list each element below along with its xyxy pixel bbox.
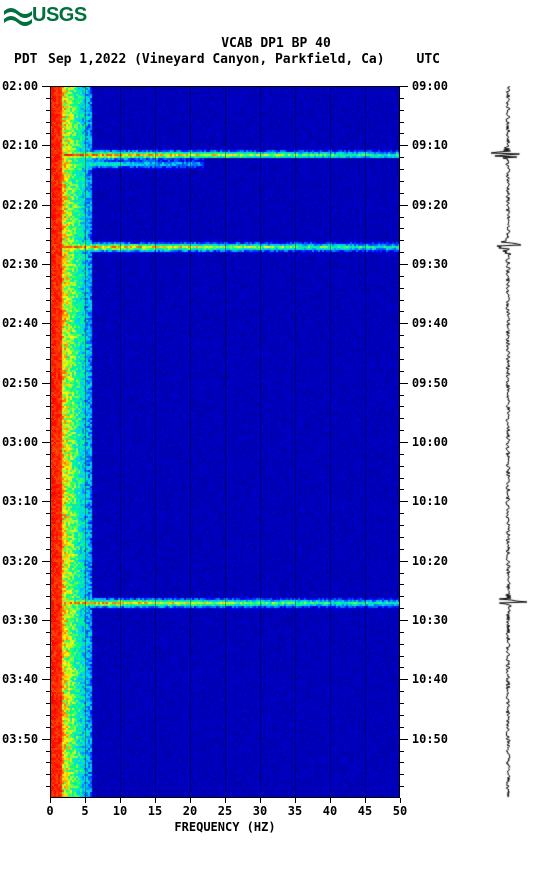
utc-label: UTC bbox=[417, 52, 440, 67]
y-tick-left: 03:40 bbox=[2, 672, 38, 686]
y-tick-left: 02:10 bbox=[2, 138, 38, 152]
pdt-label: PDT bbox=[14, 52, 37, 67]
y-tick-right: 10:00 bbox=[412, 435, 448, 449]
y-tick-left: 02:40 bbox=[2, 316, 38, 330]
y-tick-left: 03:30 bbox=[2, 613, 38, 627]
y-tick-right: 09:50 bbox=[412, 376, 448, 390]
wave-icon bbox=[4, 5, 32, 27]
y-tick-right: 09:00 bbox=[412, 79, 448, 93]
y-tick-right: 10:10 bbox=[412, 494, 448, 508]
y-tick-left: 03:00 bbox=[2, 435, 38, 449]
y-tick-right: 10:50 bbox=[412, 732, 448, 746]
gridline bbox=[260, 86, 261, 798]
x-tick: 30 bbox=[253, 804, 267, 818]
y-tick-right: 09:20 bbox=[412, 198, 448, 212]
y-tick-right: 09:40 bbox=[412, 316, 448, 330]
y-tick-left: 03:20 bbox=[2, 554, 38, 568]
y-tick-left: 02:50 bbox=[2, 376, 38, 390]
gridline bbox=[85, 86, 86, 798]
gridline bbox=[155, 86, 156, 798]
spectrogram-chart: 02:0002:1002:2002:3002:4002:5003:0003:10… bbox=[50, 86, 400, 798]
y-tick-right: 10:40 bbox=[412, 672, 448, 686]
gridline bbox=[190, 86, 191, 798]
x-tick: 50 bbox=[393, 804, 407, 818]
y-tick-left: 03:50 bbox=[2, 732, 38, 746]
usgs-logo: USGS bbox=[4, 4, 87, 27]
y-tick-left: 02:00 bbox=[2, 79, 38, 93]
gridline bbox=[330, 86, 331, 798]
logo-text: USGS bbox=[32, 4, 87, 27]
x-axis-label: FREQUENCY (HZ) bbox=[50, 820, 400, 834]
gridline bbox=[365, 86, 366, 798]
x-tick: 0 bbox=[46, 804, 53, 818]
y-tick-left: 02:20 bbox=[2, 198, 38, 212]
y-tick-right: 09:30 bbox=[412, 257, 448, 271]
gridline bbox=[225, 86, 226, 798]
x-tick: 10 bbox=[113, 804, 127, 818]
x-tick: 20 bbox=[183, 804, 197, 818]
y-tick-right: 10:20 bbox=[412, 554, 448, 568]
x-tick: 5 bbox=[81, 804, 88, 818]
waveform-trace bbox=[478, 86, 538, 798]
x-tick: 40 bbox=[323, 804, 337, 818]
x-tick: 15 bbox=[148, 804, 162, 818]
y-tick-left: 03:10 bbox=[2, 494, 38, 508]
x-tick: 45 bbox=[358, 804, 372, 818]
x-tick: 25 bbox=[218, 804, 232, 818]
x-tick: 35 bbox=[288, 804, 302, 818]
gridline bbox=[295, 86, 296, 798]
date-station-label: Sep 1,2022 (Vineyard Canyon, Parkfield, … bbox=[48, 52, 385, 67]
gridline bbox=[120, 86, 121, 798]
y-tick-left: 02:30 bbox=[2, 257, 38, 271]
y-tick-right: 10:30 bbox=[412, 613, 448, 627]
y-tick-right: 09:10 bbox=[412, 138, 448, 152]
chart-title: VCAB DP1 BP 40 bbox=[0, 36, 552, 51]
